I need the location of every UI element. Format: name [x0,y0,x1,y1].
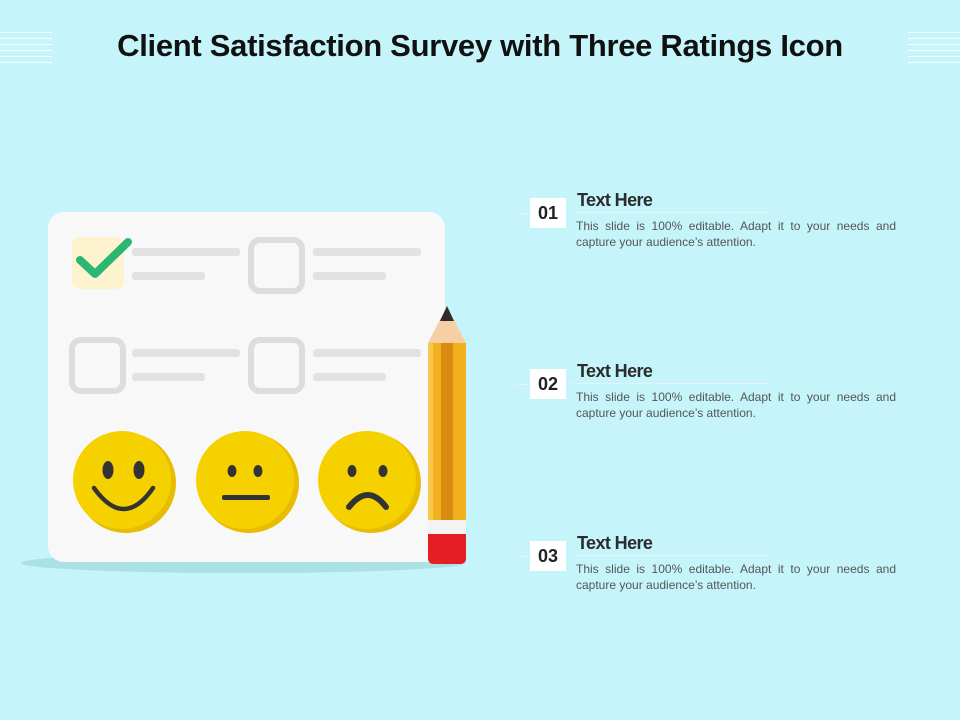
item-description: This slide is 100% editable. Adapt it to… [576,390,896,420]
item-number: 03 [530,541,566,571]
item-heading: Text Here [577,190,653,210]
divider [572,383,768,384]
checkbox-icon [248,337,305,394]
decorative-lines-left [0,32,52,68]
neutral-face-icon [196,431,299,533]
happy-face-icon [73,431,176,533]
list-item: 03 Text Here This slide is 100% editable… [516,533,896,603]
divider [572,555,768,556]
item-heading: Text Here [577,361,653,381]
checkmark-icon [76,238,132,278]
item-description: This slide is 100% editable. Adapt it to… [576,219,896,249]
item-heading: Text Here [577,533,653,553]
item-number: 01 [530,198,566,228]
checkbox-checked-icon [72,237,132,289]
pencil-icon [428,306,466,564]
item-description: This slide is 100% editable. Adapt it to… [576,562,896,592]
decorative-lines-right [908,32,960,68]
page-title: Client Satisfaction Survey with Three Ra… [117,28,843,63]
checkbox-icon [69,337,126,394]
item-number: 02 [530,369,566,399]
list-item: 02 Text Here This slide is 100% editable… [516,361,896,431]
connector-line [516,213,532,214]
checkbox-icon [248,237,305,294]
connector-line [516,556,532,557]
survey-illustration [18,200,478,580]
list-item: 01 Text Here This slide is 100% editable… [516,190,896,260]
divider [572,212,768,213]
connector-line [516,384,532,385]
sad-face-icon [318,431,421,533]
